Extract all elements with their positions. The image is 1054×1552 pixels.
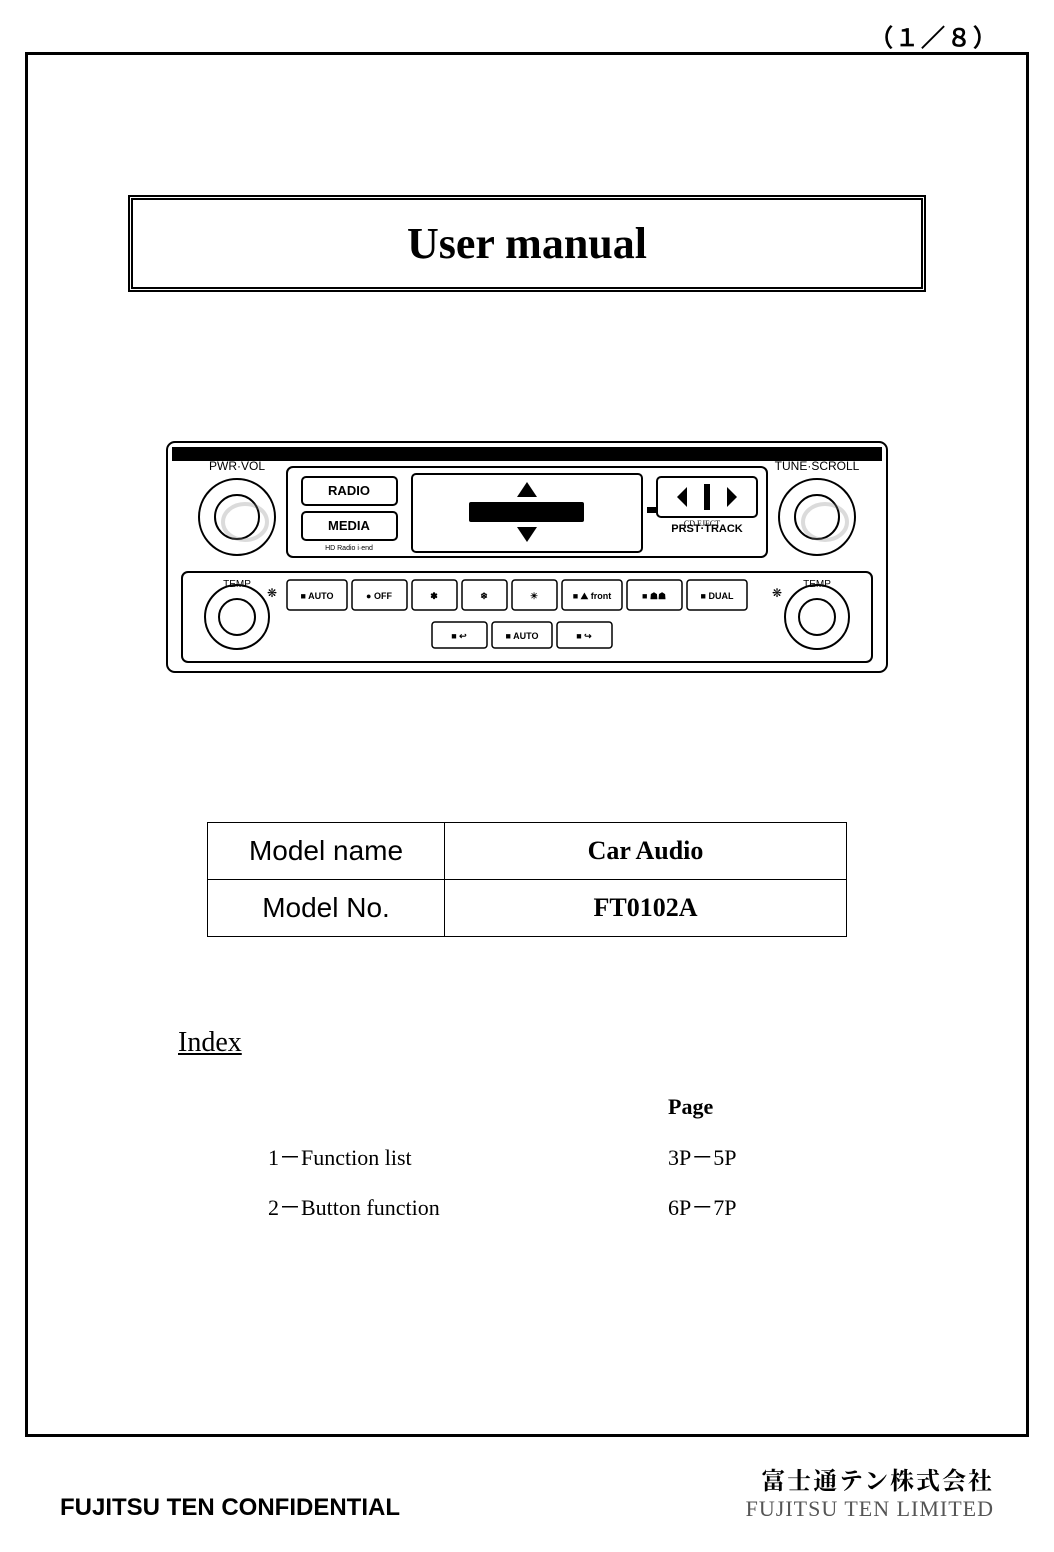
media-button-label: MEDIA (328, 518, 371, 533)
svg-text:✽: ✽ (430, 591, 438, 601)
page-footer: FUJITSU TEN CONFIDENTIAL 富士通テン株式会社 FUJIT… (60, 1461, 994, 1522)
svg-text:TEMP: TEMP (223, 579, 251, 590)
footer-confidential: FUJITSU TEN CONFIDENTIAL (60, 1494, 400, 1522)
model-no-value: FT0102A (445, 880, 847, 937)
car-audio-svg: CD EJECT PWR·VOL TUNE·SCROLL RADIO MEDIA… (157, 422, 897, 692)
radio-button-label: RADIO (328, 483, 370, 498)
model-name-value: Car Audio (445, 823, 847, 880)
model-name-label: Model name (208, 823, 445, 880)
svg-text:❄: ❄ (480, 591, 488, 601)
svg-text:● OFF: ● OFF (366, 591, 392, 601)
svg-text:TEMP: TEMP (803, 579, 831, 590)
index-entry: 1－Function list (268, 1140, 668, 1172)
index-pages: 3P－5P (668, 1140, 736, 1172)
svg-text:☀: ☀ (530, 591, 538, 601)
document-page: （１／８） User manual CD EJECT (0, 0, 1054, 1552)
table-row: Model name Car Audio (208, 823, 847, 880)
footer-company-jp: 富士通テン株式会社 (746, 1461, 994, 1496)
device-illustration: CD EJECT PWR·VOL TUNE·SCROLL RADIO MEDIA… (157, 422, 897, 692)
radio-sub-label: HD Radio i·end (325, 545, 373, 552)
page-number: （１／８） (869, 18, 999, 53)
index-entry: 2－Button function (268, 1190, 668, 1222)
svg-text:■ AUTO: ■ AUTO (506, 631, 539, 641)
svg-text:■ ↪: ■ ↪ (576, 631, 592, 641)
model-table: Model name Car Audio Model No. FT0102A (207, 822, 847, 937)
svg-text:■ AUTO: ■ AUTO (301, 591, 334, 601)
prst-track-label: PRST·TRACK (671, 523, 743, 535)
title-box: User manual (128, 195, 926, 292)
index-row: 2－Button function 6P－7P (268, 1190, 926, 1222)
tune-scroll-label: TUNE·SCROLL (775, 459, 860, 473)
index-pages: 6P－7P (668, 1190, 736, 1222)
index-row: 1－Function list 3P－5P (268, 1140, 926, 1172)
index-page-header: Page (668, 1094, 926, 1120)
pwr-vol-label: PWR·VOL (209, 459, 265, 473)
model-no-label: Model No. (208, 880, 445, 937)
svg-text:❋: ❋ (267, 586, 277, 600)
footer-company-en: FUJITSU TEN LIMITED (746, 1496, 994, 1522)
svg-text:■ ↩: ■ ↩ (451, 631, 467, 641)
footer-company: 富士通テン株式会社 FUJITSU TEN LIMITED (746, 1461, 994, 1522)
svg-text:■ ⛰ front: ■ ⛰ front (573, 591, 612, 601)
index-heading: Index (178, 1027, 926, 1059)
svg-text:❋: ❋ (772, 586, 782, 600)
content-frame: User manual CD EJECT PWR·VOL (25, 52, 1029, 1437)
svg-text:■ ☗☗: ■ ☗☗ (642, 591, 666, 601)
svg-text:■ DUAL: ■ DUAL (701, 591, 734, 601)
document-title: User manual (407, 219, 647, 268)
table-row: Model No. FT0102A (208, 880, 847, 937)
